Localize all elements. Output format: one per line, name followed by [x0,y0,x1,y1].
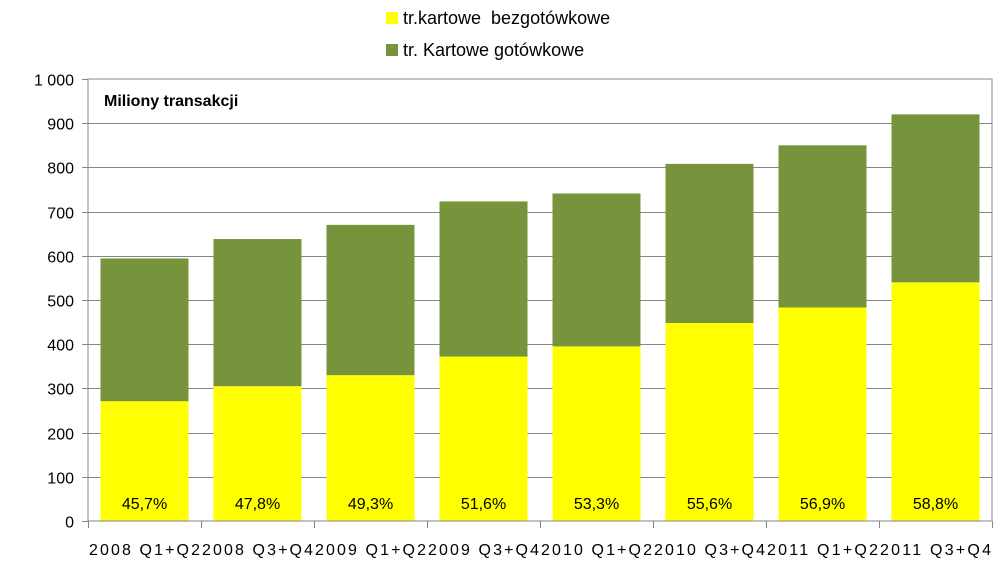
bar-bezgotowkowe [891,282,980,521]
bar-bezgotowkowe [100,401,189,521]
y-tick-label: 500 [47,294,74,311]
bar-gotowkowe [213,239,302,387]
labels-layer: 45,7% 47,8% 49,3% 51,6% 53,3% 55,6% 56,9% 58,8% [122,496,958,513]
y-tick-label: 0 [65,515,74,532]
x-tick-label: 2011 Q3+Q4 [880,542,991,559]
y-tick-label: 900 [47,117,74,134]
data-label: 47,8% [235,496,280,513]
legend-label-gotowkowe: tr. Kartowe gotówkowe [403,40,584,60]
bar-bezgotowkowe [778,307,867,521]
bar-bezgotowkowe [326,375,415,521]
x-tick-label: 2009 Q3+Q4 [428,542,539,559]
y-tick-label: 200 [47,427,74,444]
x-tick-label: 2008 Q3+Q4 [202,542,313,559]
bar-gotowkowe [665,163,754,323]
bar-bezgotowkowe [213,386,302,521]
x-tick-label: 2011 Q1+Q2 [767,542,878,559]
data-label: 58,8% [913,496,958,513]
y-tick-label: 800 [47,161,74,178]
x-tick-label: 2010 Q3+Q4 [654,542,765,559]
bar-bezgotowkowe [665,322,754,521]
bar-gotowkowe [891,114,980,283]
x-tick-label: 2009 Q1+Q2 [315,542,426,559]
bars-layer [100,114,980,521]
legend-label-bezgotowkowe: tr.kartowe bezgotówkowe [403,8,610,28]
y-tick-label: 100 [47,471,74,488]
data-label: 53,3% [574,496,619,513]
bar-bezgotowkowe [552,346,641,521]
y-tick-label: 400 [47,338,74,355]
data-label: 49,3% [348,496,393,513]
data-label: 51,6% [461,496,506,513]
chart-title: Miliony transakcji [104,93,238,110]
bar-gotowkowe [439,201,528,357]
legend: tr.kartowe bezgotówkowe tr. Kartowe gotó… [386,8,610,60]
bar-gotowkowe [100,258,189,402]
axis-layer: 0 100 200 300 400 500 600 700 800 900 1 000 2008 Q1… [34,73,993,559]
bar-gotowkowe [778,145,867,308]
y-tick-label: 600 [47,250,74,267]
x-tick-label: 2010 Q1+Q2 [541,542,652,559]
legend-swatch-gotowkowe [386,44,398,56]
legend-swatch-bezgotowkowe [386,12,398,24]
y-tick-label: 1 000 [34,73,74,90]
bar-bezgotowkowe [439,356,528,521]
x-tick-label: 2008 Q1+Q2 [89,542,200,559]
data-label: 56,9% [800,496,845,513]
bar-gotowkowe [326,224,415,376]
bar-gotowkowe [552,193,641,347]
data-label: 55,6% [687,496,732,513]
data-label: 45,7% [122,496,167,513]
y-tick-label: 300 [47,382,74,399]
y-tick-label: 700 [47,206,74,223]
